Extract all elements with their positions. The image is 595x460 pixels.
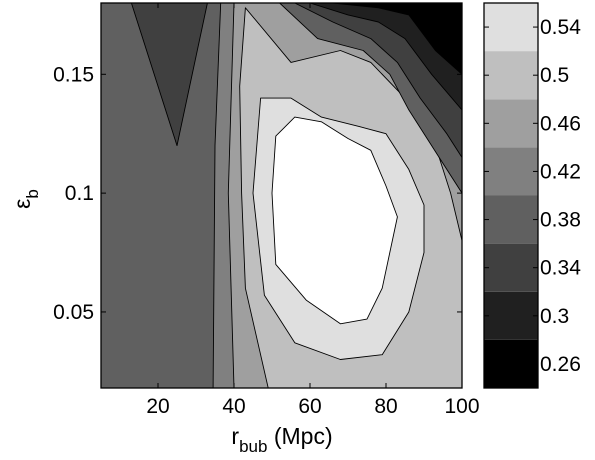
colorbar-cell (484, 291, 538, 340)
colorbar-cell (484, 243, 538, 292)
x-axis-label: rbub (Mpc) (231, 423, 332, 456)
y-axis: 0.05 0.1 0.15 (53, 63, 462, 324)
x-tick-label: 80 (374, 395, 397, 418)
colorbar-ticks: 0.26 0.3 0.34 0.38 0.42 0.46 0.5 0.54 (484, 16, 581, 376)
y-tick-label: 0.05 (53, 301, 94, 324)
contour-plot: 20 40 60 80 100 0.05 0.1 0.15 (53, 2, 480, 418)
colorbar-cell (484, 147, 538, 196)
contour-region-peak-above-0.56 (271, 116, 398, 325)
colorbar-tick-label: 0.46 (540, 112, 581, 135)
colorbar-cell (484, 51, 538, 100)
x-tick-label: 20 (146, 395, 169, 418)
colorbar-tick-label: 0.3 (540, 305, 569, 328)
colorbar-cell (484, 3, 538, 52)
contour-region-spike-0.32-0.36 (130, 3, 208, 147)
colorbar-cell (484, 99, 538, 148)
colorbar-cell (484, 195, 538, 244)
colorbar-tick-label: 0.5 (540, 64, 569, 87)
colorbar-tick-label: 0.54 (540, 16, 581, 39)
colorbar-tick-label: 0.42 (540, 160, 581, 183)
colorbar-tick-label: 0.34 (540, 257, 581, 280)
y-tick-label: 0.1 (65, 182, 94, 205)
x-tick-label: 100 (444, 395, 479, 418)
x-axis: 20 40 60 80 100 (146, 3, 480, 418)
x-tick-label: 40 (222, 395, 245, 418)
colorbar-tick-label: 0.26 (540, 353, 581, 376)
plot-frame (100, 2, 463, 389)
x-tick-label: 60 (298, 395, 321, 418)
y-tick-label: 0.15 (53, 63, 94, 86)
colorbar-cell (484, 339, 538, 388)
contour-region-corner-below-0.24 (404, 3, 462, 32)
contour-regions (101, 3, 462, 388)
colorbar-frame (483, 2, 539, 389)
contour-region-band-0.24-0.28-top (332, 3, 462, 75)
colorbar-cells (484, 3, 538, 388)
colorbar: 0.26 0.3 0.34 0.38 0.42 0.46 0.5 0.54 (483, 2, 581, 389)
y-axis-label: εb (9, 189, 42, 209)
colorbar-tick-label: 0.38 (540, 209, 581, 232)
